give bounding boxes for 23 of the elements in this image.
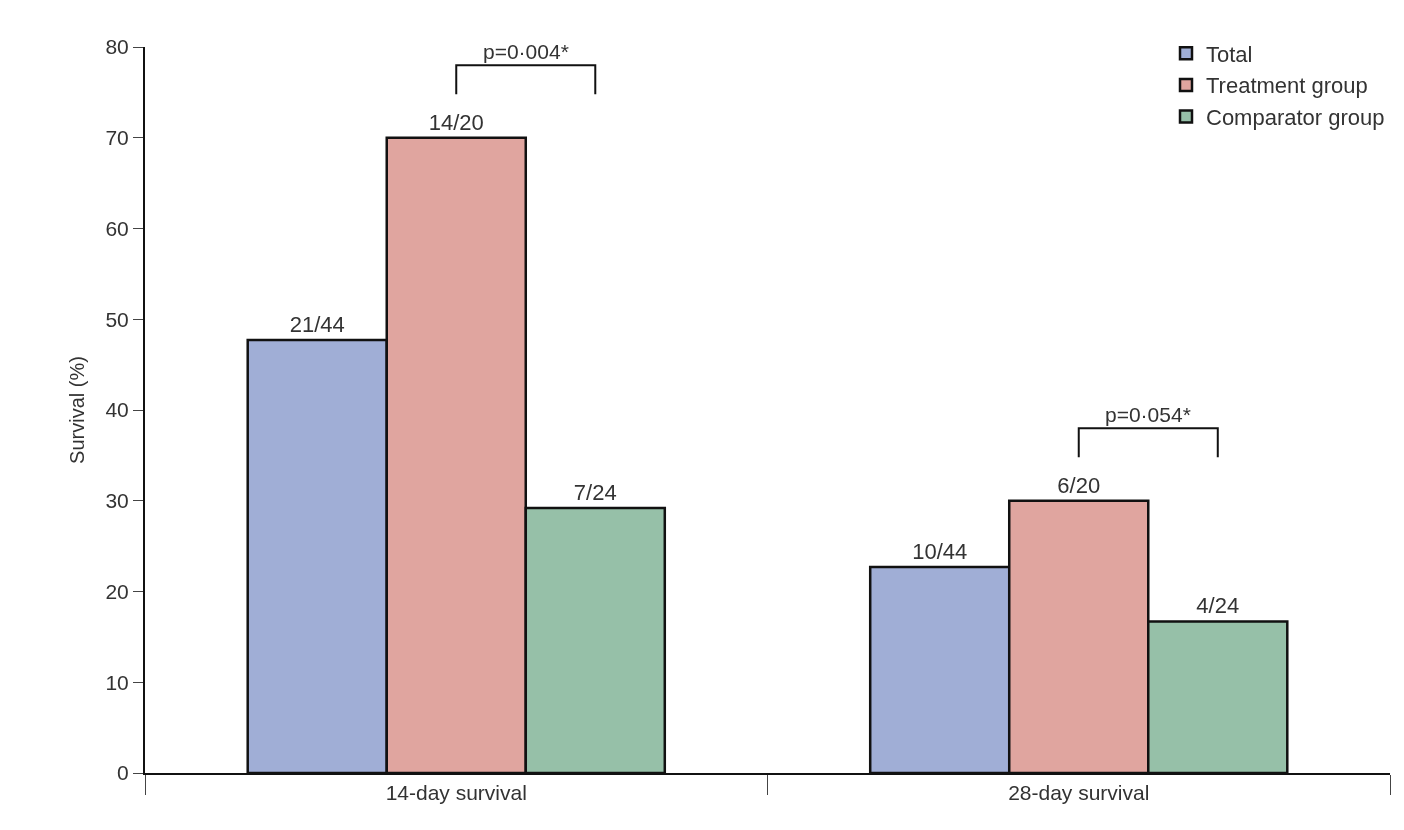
y-tick-label: 10: [105, 670, 129, 694]
data-label: 10/44: [912, 539, 968, 564]
y-tick-label: 30: [105, 489, 129, 513]
y-axis-title: Survival (%): [66, 356, 89, 464]
y-tick-label: 70: [105, 126, 129, 150]
y-tick-label: 0: [117, 761, 129, 785]
data-label: 21/44: [289, 312, 345, 338]
data-label: 4/24: [1196, 593, 1240, 619]
legend-label: Total: [1206, 41, 1253, 67]
y-tick-label: 80: [105, 35, 129, 59]
y-tick-label: 60: [105, 216, 129, 240]
legend-label: Comparator group: [1206, 105, 1385, 131]
y-tick-label: 40: [105, 398, 129, 422]
legend-label: Treatment group: [1206, 73, 1368, 99]
data-label: 6/20: [1057, 472, 1101, 498]
x-tick-label: 28-day survival: [1008, 781, 1150, 805]
data-label: 7/24: [573, 480, 617, 506]
x-tick-label: 14-day survival: [385, 781, 527, 805]
data-label: 14/20: [428, 109, 484, 135]
y-tick-label: 20: [105, 579, 129, 603]
annotation: p=0·054*: [1105, 403, 1191, 426]
annotation: p=0·004*: [483, 40, 569, 63]
y-tick-label: 50: [105, 307, 129, 331]
